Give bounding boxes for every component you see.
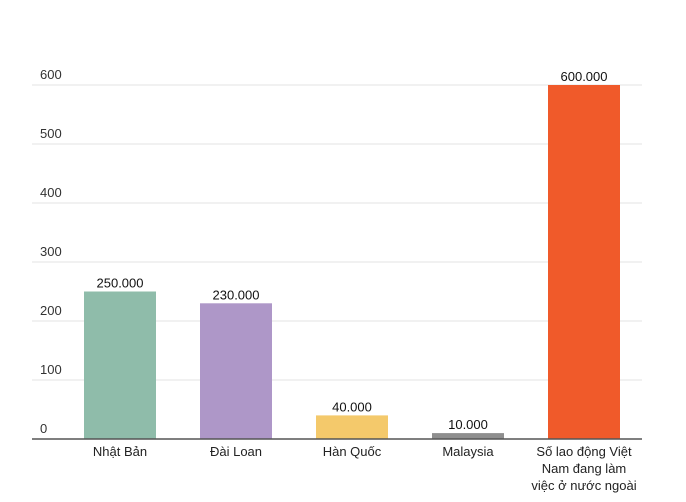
data-label: 40.000 bbox=[332, 399, 372, 414]
data-labels: 250.000 230.000 40.000 10.000 600.000 bbox=[97, 69, 608, 432]
x-tick-label: Malaysia bbox=[442, 444, 494, 459]
x-tick-label-line: việc ở nước ngoài bbox=[531, 478, 636, 493]
bar bbox=[200, 303, 272, 439]
x-tick-label-line: Nam đang làm bbox=[542, 461, 627, 476]
y-tick-label: 400 bbox=[40, 185, 62, 200]
x-tick-label: Số lao động Việt Nam đang làm việc ở nước … bbox=[531, 444, 636, 493]
x-axis-ticks: Nhật Bản Đài Loan Hàn Quốc Malaysia Số lao đ… bbox=[93, 444, 637, 493]
y-tick-label: 500 bbox=[40, 126, 62, 141]
x-tick-label: Nhật Bản bbox=[93, 444, 147, 459]
y-tick-label: 300 bbox=[40, 244, 62, 259]
x-tick-label-line: Nhật Bản bbox=[93, 444, 147, 459]
data-label: 10.000 bbox=[448, 417, 488, 432]
y-tick-label: 600 bbox=[40, 67, 62, 82]
x-tick-label-line: Đài Loan bbox=[210, 444, 262, 459]
bar bbox=[316, 415, 388, 439]
bar bbox=[548, 85, 620, 439]
y-tick-label: 200 bbox=[40, 303, 62, 318]
x-tick-label: Đài Loan bbox=[210, 444, 262, 459]
bar bbox=[84, 291, 156, 439]
data-label: 250.000 bbox=[97, 276, 144, 291]
data-label: 600.000 bbox=[561, 69, 608, 84]
bar bbox=[432, 433, 504, 439]
x-tick-label-line: Số lao động Việt bbox=[536, 444, 632, 459]
bars bbox=[84, 85, 620, 439]
x-tick-label-line: Malaysia bbox=[442, 444, 494, 459]
y-tick-label: 0 bbox=[40, 421, 47, 436]
data-label: 230.000 bbox=[213, 287, 260, 302]
x-tick-label: Hàn Quốc bbox=[323, 444, 382, 459]
x-tick-label-line: Hàn Quốc bbox=[323, 444, 382, 459]
y-axis-ticks: 0 100 200 300 400 500 600 bbox=[40, 67, 62, 436]
y-tick-label: 100 bbox=[40, 362, 62, 377]
